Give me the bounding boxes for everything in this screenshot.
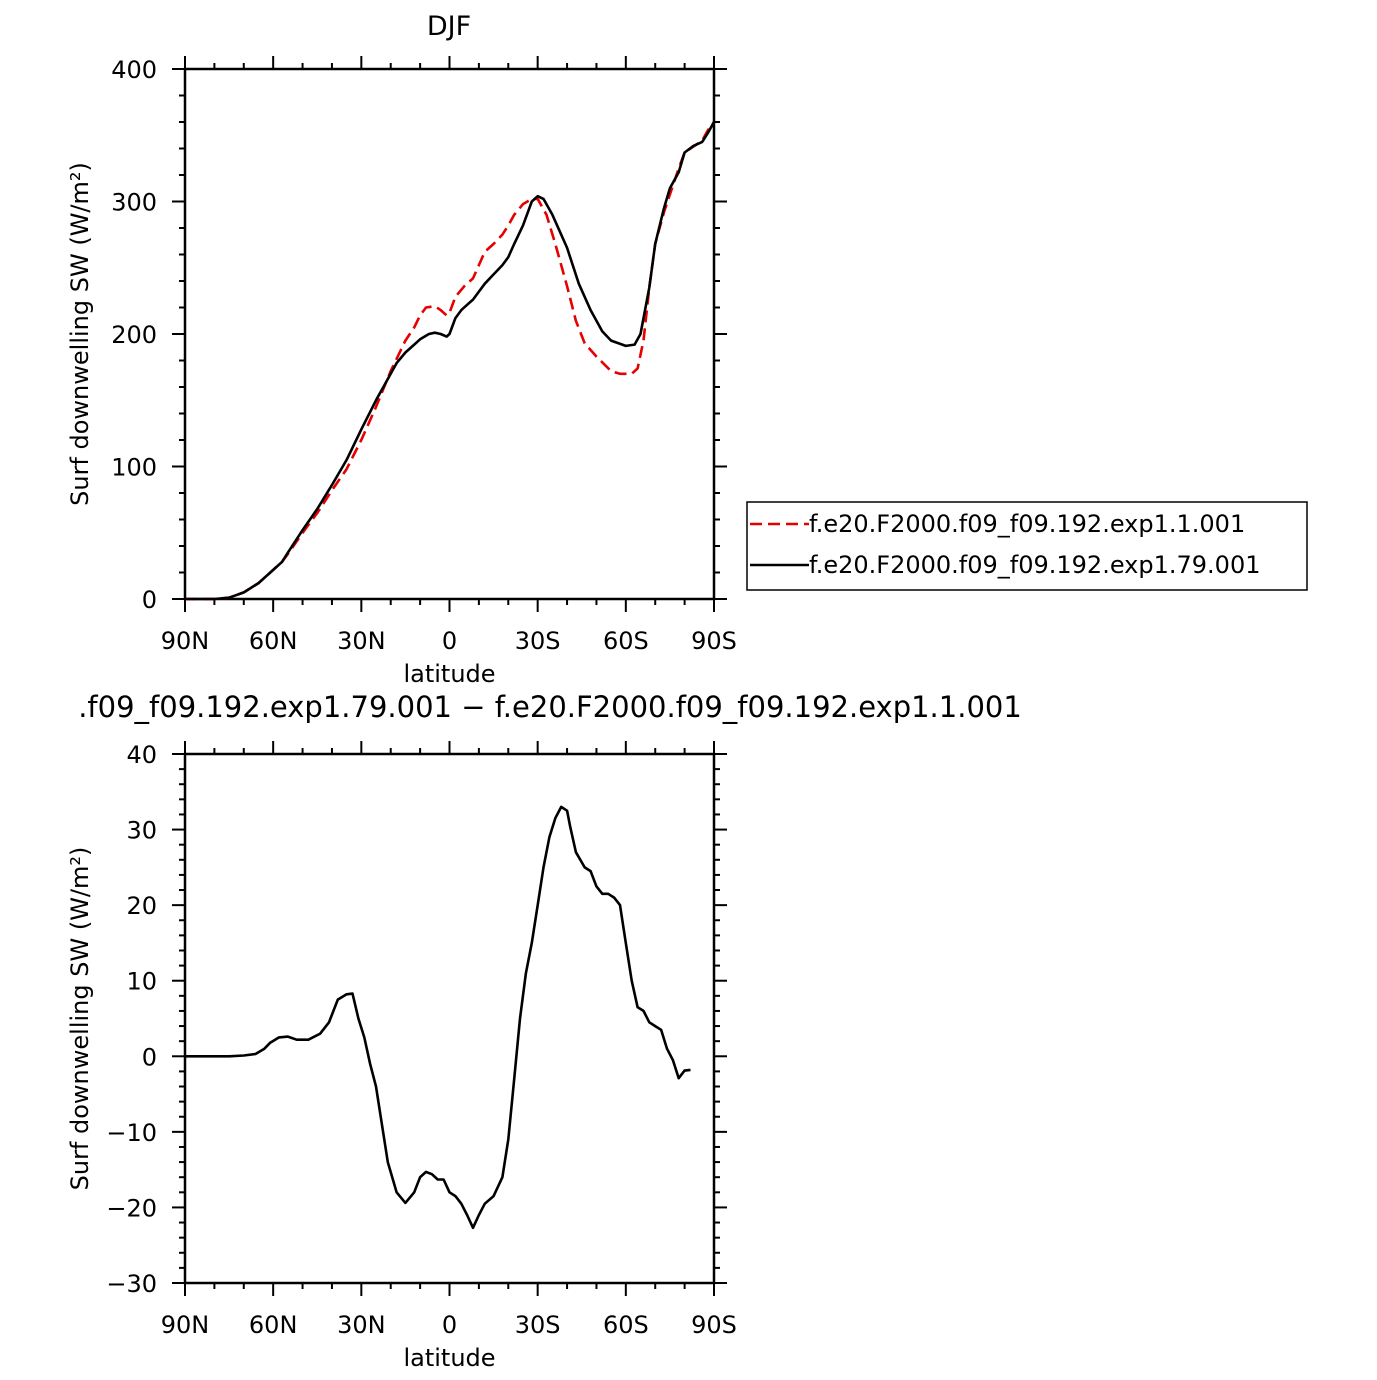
- y-tick-label: 0: [142, 1043, 157, 1071]
- series-line-2: [185, 121, 716, 601]
- x-tick-label: 30S: [515, 627, 561, 655]
- x-tick-label: 90N: [161, 1311, 210, 1339]
- series-line-1: [185, 805, 691, 1230]
- x-axis-label: latitude: [403, 1344, 495, 1372]
- x-tick-label: 90S: [691, 627, 737, 655]
- y-tick-label: 400: [111, 56, 157, 84]
- x-tick-label: 90S: [691, 1311, 737, 1339]
- y-tick-label: 200: [111, 321, 157, 349]
- x-tick-label: 60S: [603, 1311, 649, 1339]
- x-tick-label: 30N: [337, 1311, 386, 1339]
- y-axis-label: Surf downwelling SW (W/m²): [66, 847, 94, 1191]
- legend-label-series-1: f.e20.F2000.f09_f09.192.exp1.1.001: [809, 510, 1245, 538]
- x-tick-label: 0: [442, 627, 457, 655]
- y-tick-label: 30: [126, 817, 157, 845]
- y-tick-label: 10: [126, 968, 157, 996]
- series-line-1: [185, 121, 716, 601]
- top-chart-title: DJF: [427, 11, 471, 42]
- plot-frame: [183, 752, 716, 1285]
- x-tick-label: 90N: [161, 627, 210, 655]
- x-tick-label: 60N: [249, 627, 298, 655]
- x-tick-label: 60S: [603, 627, 649, 655]
- y-tick-label: 300: [111, 189, 157, 217]
- legend-label-series-2: f.e20.F2000.f09_f09.192.exp1.79.001: [809, 551, 1260, 579]
- x-tick-label: 30N: [337, 627, 386, 655]
- bottom-chart: −30 −20 −10 0 10 20 30 40 90N 60N 30N 0 30S 60S 90S lat…: [66, 741, 737, 1372]
- legend: f.e20.F2000.f09_f09.192.exp1.1.001 f.e20…: [746, 501, 1308, 591]
- bottom-chart-title: .f09_f09.192.exp1.79.001 − f.e20.F2000.f…: [78, 690, 1022, 724]
- legend-box: [746, 501, 1308, 591]
- y-tick-label: −30: [106, 1270, 157, 1298]
- y-tick-label: −10: [106, 1119, 157, 1147]
- y-tick-label: 100: [111, 454, 157, 482]
- x-axis-label: latitude: [403, 660, 495, 688]
- y-tick-label: 20: [126, 892, 157, 920]
- x-tick-label: 0: [442, 1311, 457, 1339]
- x-tick-label: 30S: [515, 1311, 561, 1339]
- top-chart: 0 100 200 300 400 90N 60N 30N 0 30S 60S 90S latitude…: [66, 56, 737, 688]
- y-axis-label: Surf downwelling SW (W/m²): [66, 162, 94, 506]
- y-tick-label: −20: [106, 1194, 157, 1222]
- y-tick-label: 40: [126, 741, 157, 769]
- x-tick-label: 60N: [249, 1311, 298, 1339]
- y-tick-label: 0: [142, 586, 157, 614]
